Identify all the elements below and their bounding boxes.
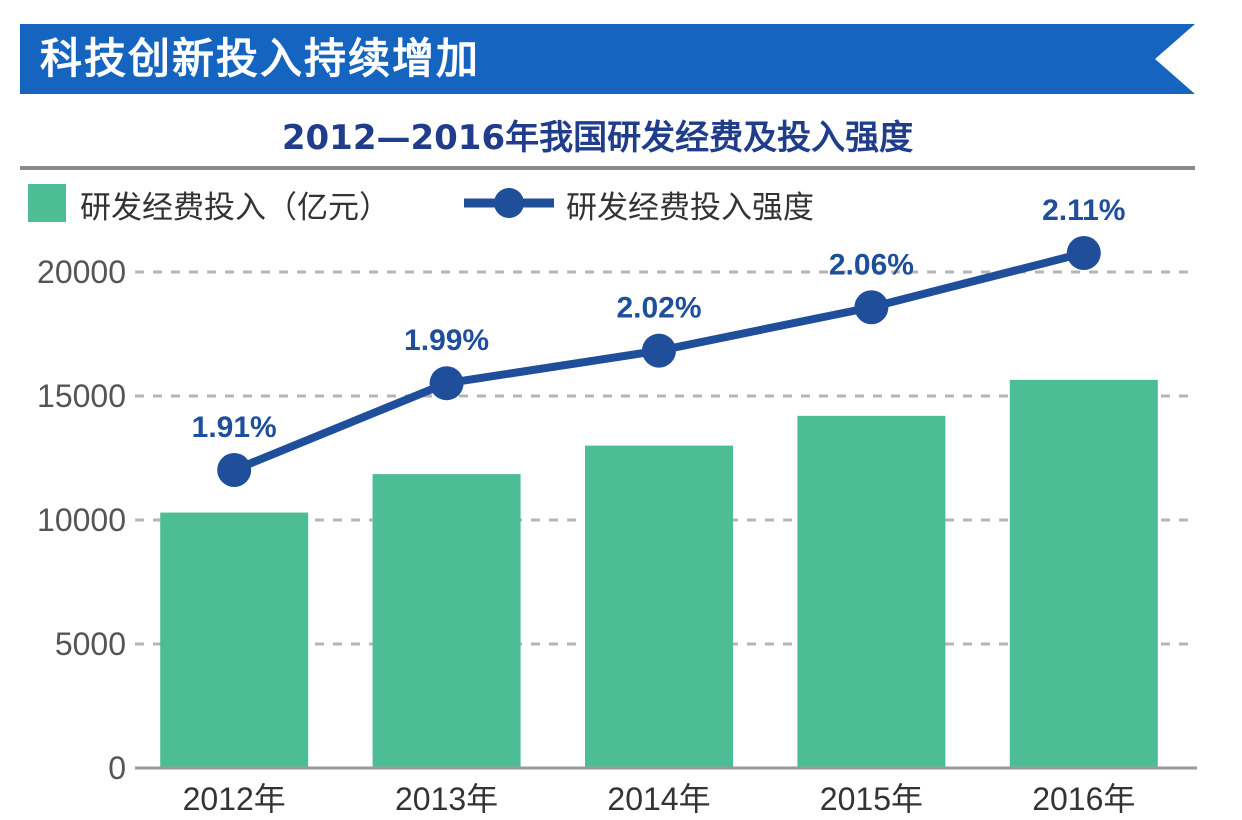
bar xyxy=(585,445,733,768)
intensity-point xyxy=(217,453,252,487)
banner-title: 科技创新投入持续增加 xyxy=(40,34,481,83)
intensity-data-label: 1.99% xyxy=(404,324,489,357)
legend-line-marker-icon xyxy=(464,188,554,218)
x-tick-label: 2016年 xyxy=(1032,781,1135,817)
x-tick-label: 2013年 xyxy=(395,781,498,817)
x-tick-label: 2012年 xyxy=(183,781,286,817)
y-tick-label: 0 xyxy=(108,750,126,786)
intensity-data-label: 2.11% xyxy=(1042,194,1125,227)
legend-line-label: 研发经费投入强度 xyxy=(566,190,814,226)
intensity-point xyxy=(642,333,676,368)
intensity-point xyxy=(429,366,464,401)
y-tick-label: 20000 xyxy=(37,254,126,290)
y-tick-label: 15000 xyxy=(37,378,126,414)
x-tick-label: 2015年 xyxy=(820,781,923,817)
bar xyxy=(1009,379,1158,768)
x-tick-label: 2014年 xyxy=(607,781,710,817)
intensity-data-label: 2.06% xyxy=(829,248,914,281)
legend-bar-swatch xyxy=(28,184,66,222)
y-tick-label: 10000 xyxy=(37,502,126,538)
intensity-data-label: 1.91% xyxy=(192,411,277,444)
bar xyxy=(160,512,309,768)
chart-title: 2012—2016年我国研发经费及投入强度 xyxy=(281,118,914,158)
header-banner xyxy=(20,24,1195,94)
intensity-data-label: 2.02% xyxy=(616,292,701,325)
bar xyxy=(372,474,521,768)
title-divider xyxy=(20,166,1195,170)
intensity-point xyxy=(854,290,889,325)
y-tick-label: 5000 xyxy=(55,626,126,662)
bar xyxy=(797,415,946,768)
legend-bar-label: 研发经费投入（亿元） xyxy=(80,190,390,226)
intensity-point xyxy=(1066,236,1101,270)
